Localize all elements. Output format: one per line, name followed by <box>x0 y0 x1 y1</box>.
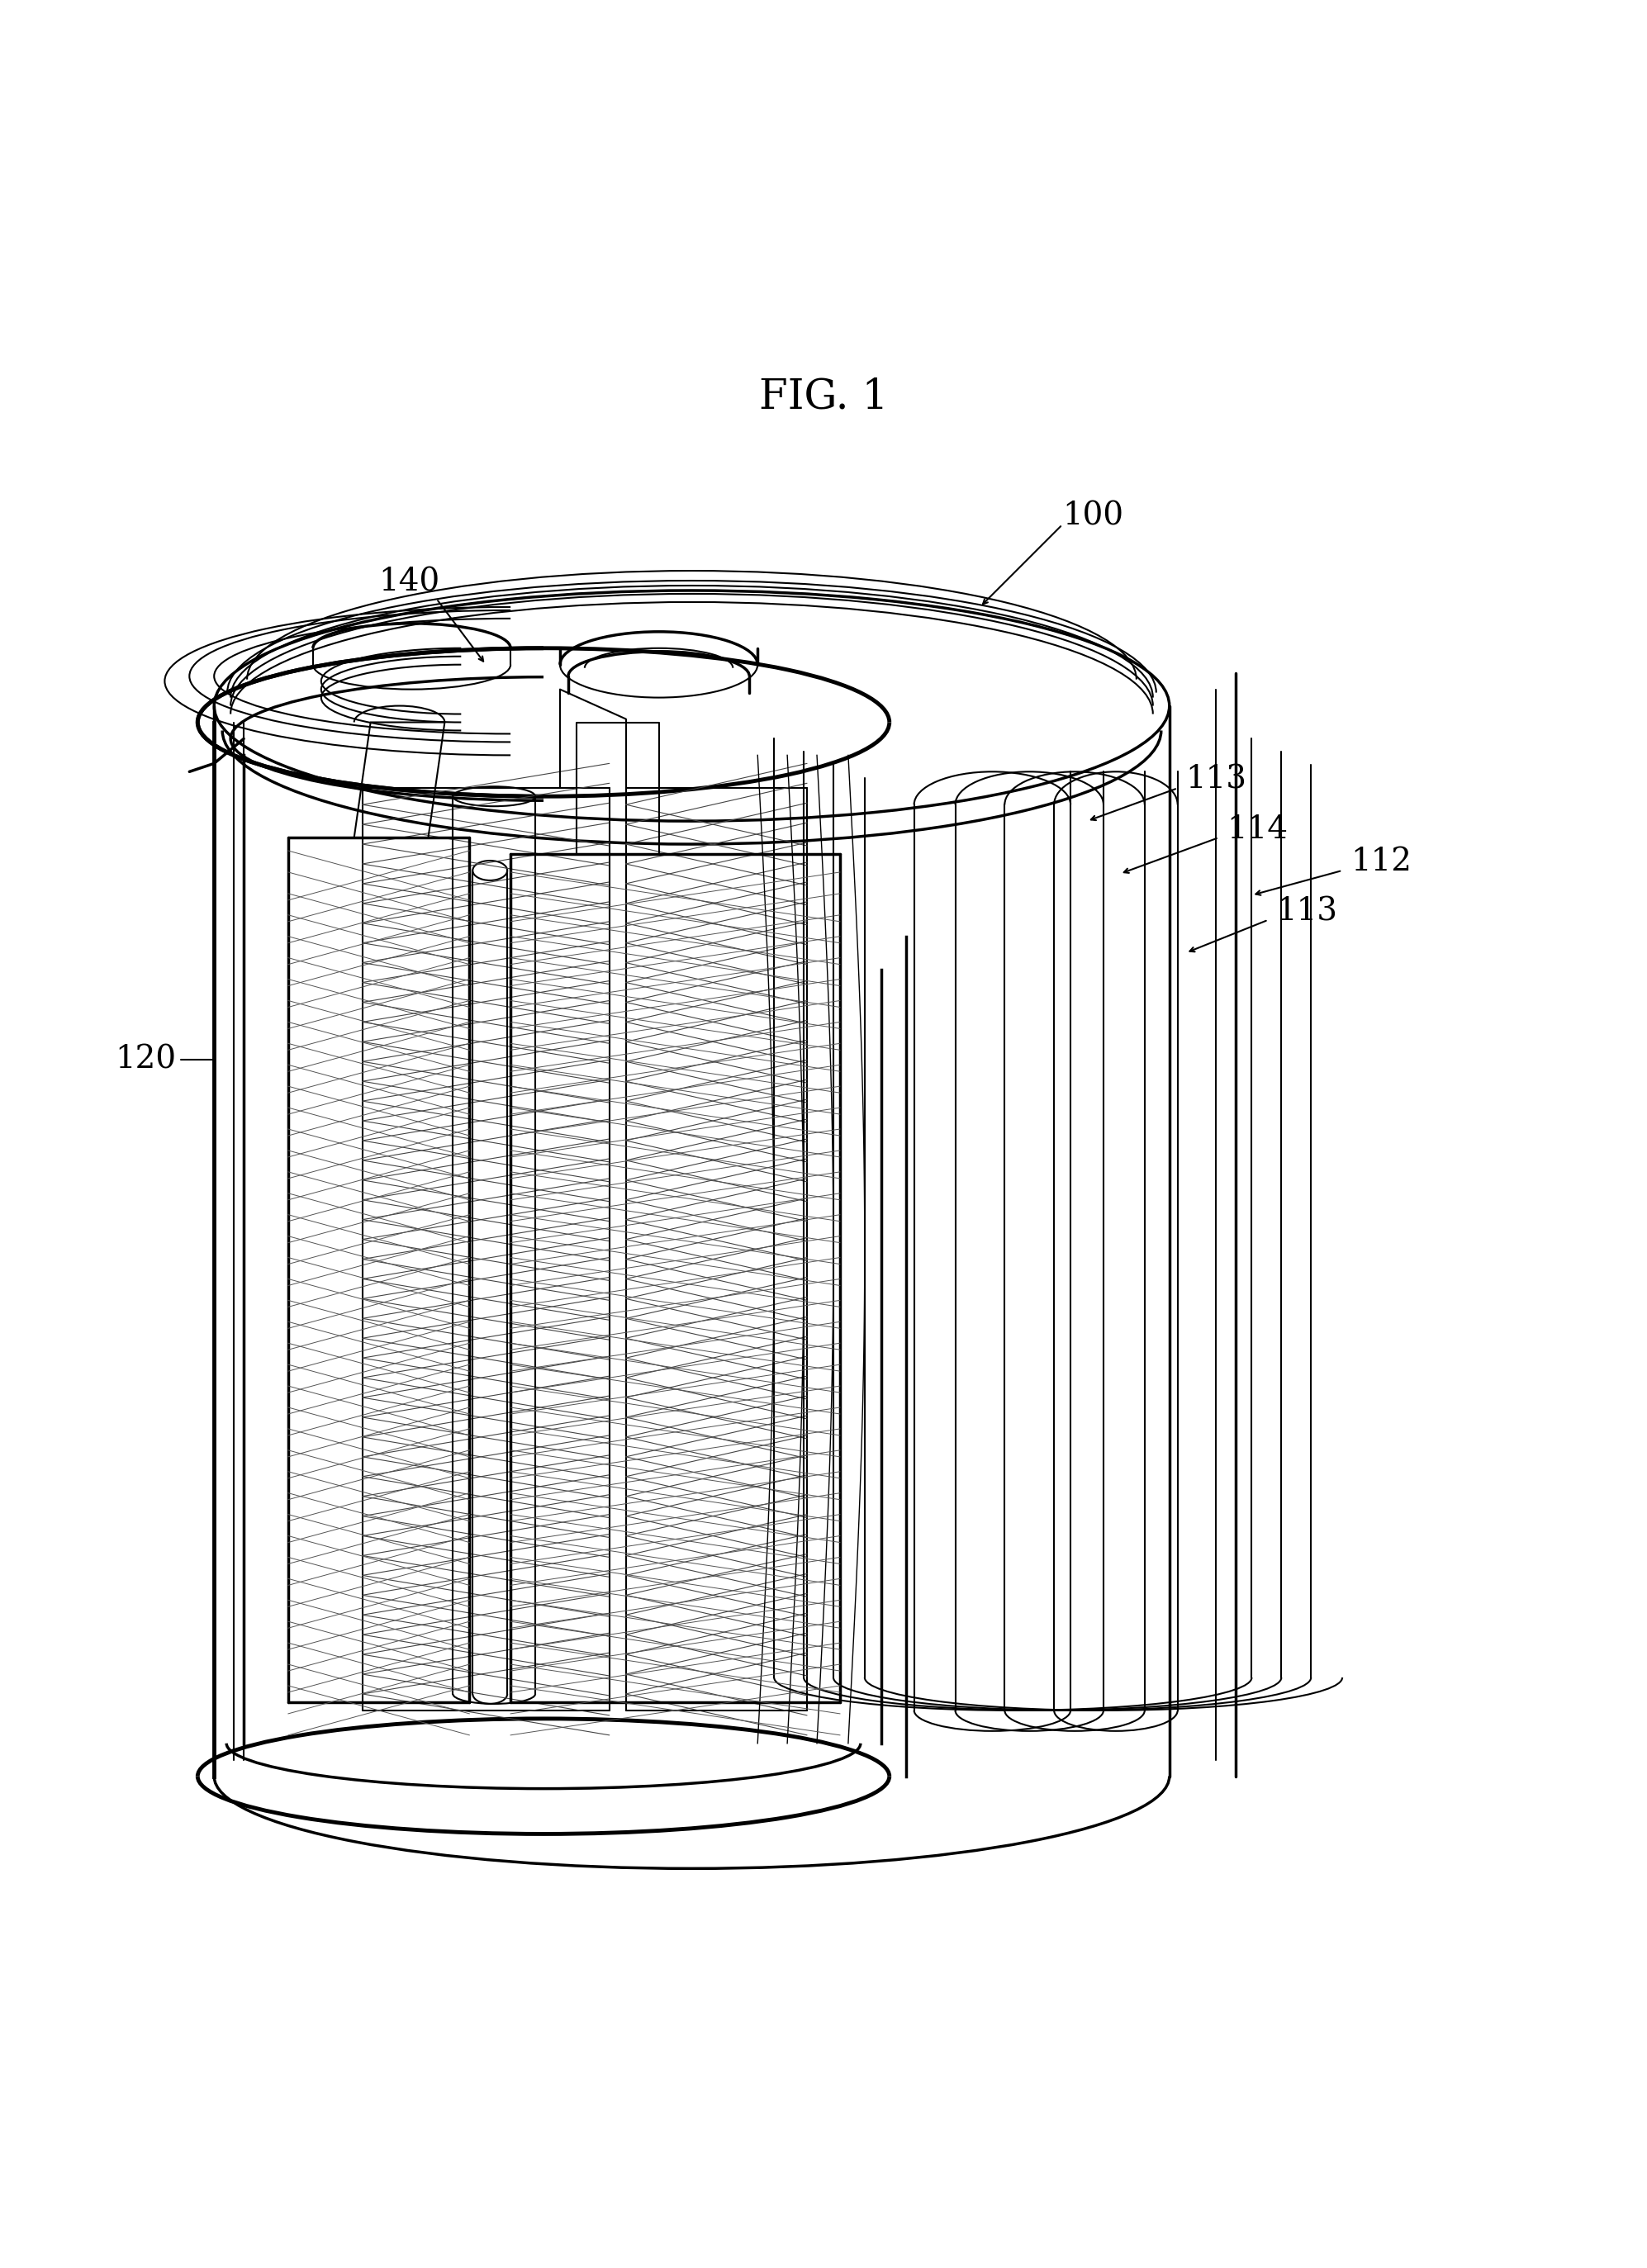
Text: 112: 112 <box>1351 846 1411 878</box>
Text: 140: 140 <box>379 567 440 596</box>
Text: 113: 113 <box>1276 896 1337 928</box>
Text: 113: 113 <box>1186 764 1247 796</box>
Text: FIG. 1: FIG. 1 <box>759 376 888 417</box>
Text: 114: 114 <box>1227 814 1288 844</box>
Text: 100: 100 <box>1062 501 1123 531</box>
Text: 120: 120 <box>115 1046 176 1075</box>
